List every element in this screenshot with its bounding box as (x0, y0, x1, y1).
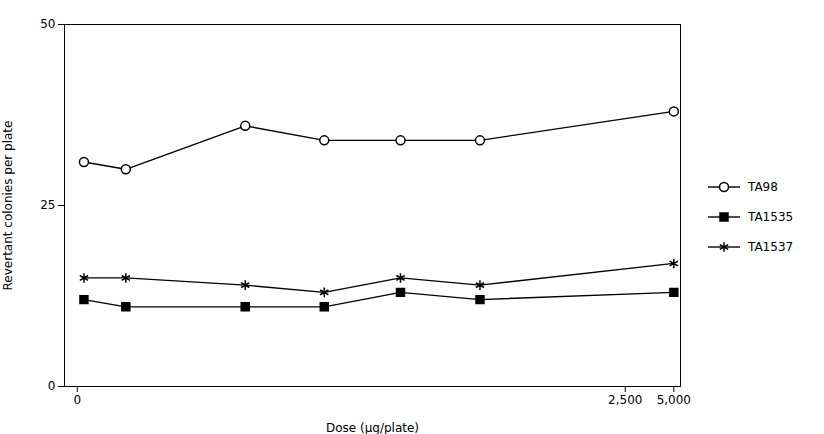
svg-text:0: 0 (48, 379, 56, 393)
html-text:TA98: TA98 (748, 180, 778, 194)
svg-text:Revertant colonies per plate: Revertant colonies per plate (1, 121, 15, 291)
svg-text:5,000: 5,000 (657, 393, 691, 407)
html-text:TA1535: TA1535 (748, 210, 794, 224)
svg-text:Dose (μg/plate): Dose (μg/plate) (326, 421, 419, 434)
svg-text:0: 0 (73, 393, 81, 407)
svg-text:25: 25 (40, 198, 55, 212)
html-text:TA1537: TA1537 (748, 240, 794, 254)
svg-text:50: 50 (40, 17, 55, 31)
svg-text:2,500: 2,500 (608, 393, 642, 407)
